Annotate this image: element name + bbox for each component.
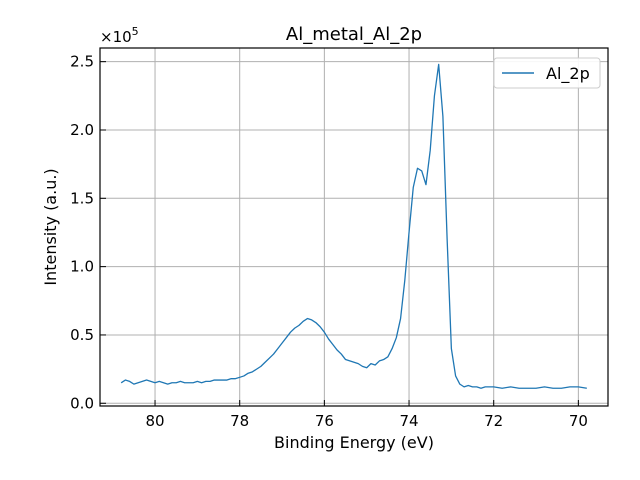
y-tick-label: 0.0: [70, 394, 94, 412]
x-axis-label: Binding Energy (eV): [274, 433, 434, 452]
y-tick-label: 0.5: [70, 326, 94, 344]
legend-label: Al_2p: [546, 64, 590, 84]
y-tick-label: 1.5: [70, 189, 94, 207]
y-axis-multiplier: ×105: [100, 25, 139, 46]
chart-title: Al_metal_Al_2p: [286, 24, 422, 45]
y-tick-label: 2.5: [70, 53, 94, 71]
ticks: 80 78 76 74 72 70 0.0 0.5 1.0 1.5 2.0 2.5: [70, 53, 588, 430]
x-tick-label: 70: [569, 412, 588, 430]
x-tick-label: 80: [145, 412, 164, 430]
legend-box: [493, 57, 601, 89]
y-tick-label: 2.0: [70, 121, 94, 139]
grid: [100, 48, 608, 406]
y-tick-label: 1.0: [70, 258, 94, 276]
x-tick-label: 76: [315, 412, 334, 430]
series-layer: [120, 63, 587, 389]
series-line-al-2p: [120, 63, 587, 389]
legend: Al_2p: [493, 57, 601, 89]
x-tick-label: 74: [399, 412, 418, 430]
x-tick-label: 78: [230, 412, 249, 430]
plot-frame: [99, 47, 609, 407]
y-axis-label: Intensity (a.u.): [41, 168, 60, 285]
x-tick-label: 72: [484, 412, 503, 430]
